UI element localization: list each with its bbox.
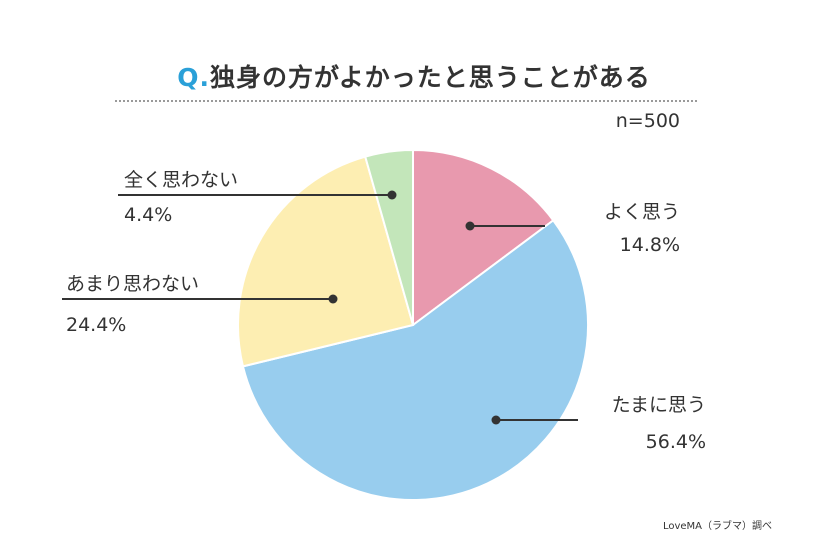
slice-value: 4.4%	[124, 204, 172, 226]
slice-label: よく思う	[604, 201, 680, 223]
leader-dot	[328, 294, 338, 304]
title-text: 独身の方がよかったと思うことがある	[209, 63, 651, 92]
leader-dot	[387, 190, 397, 200]
title-divider	[115, 100, 697, 102]
sample-size: n=500	[615, 110, 680, 132]
pie-leaders	[62, 190, 578, 425]
slice-value: 56.4%	[646, 431, 706, 453]
pie-slices	[237, 148, 589, 501]
pie-slice	[363, 148, 414, 326]
slice-label: たまに思う	[612, 394, 706, 416]
pie-labels: よく思う 14.8% たまに思う 56.4% あまり思わない 24.4% 全く思わない 4.4…	[66, 169, 706, 453]
pie-slice	[412, 148, 555, 327]
slice-value: 24.4%	[66, 314, 126, 336]
slice-value: 14.8%	[620, 234, 680, 256]
pie-slice	[241, 218, 589, 501]
pie-slice	[237, 155, 415, 368]
slice-label: 全く思わない	[124, 169, 238, 191]
slice-label: あまり思わない	[66, 273, 199, 295]
leader-dot	[491, 415, 501, 425]
title-prefix: Q.	[177, 63, 210, 92]
source-credit: LoveMA（ラブマ）調べ	[662, 521, 772, 532]
chart-title: Q.独身の方がよかったと思うことがある	[0, 58, 828, 94]
leader-dot	[465, 221, 475, 231]
